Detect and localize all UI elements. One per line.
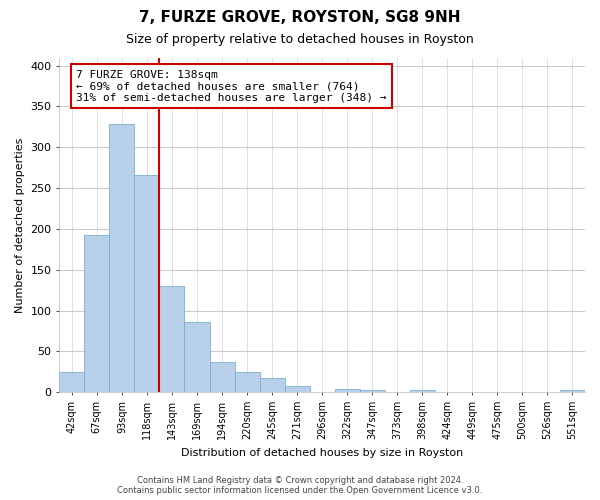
Bar (160, 286, 184, 392)
Bar (260, 378, 284, 392)
Bar (209, 362, 235, 392)
X-axis label: Distribution of detached houses by size in Royston: Distribution of detached houses by size … (181, 448, 463, 458)
Bar (85, 234, 109, 392)
Bar (235, 372, 260, 392)
Text: Contains HM Land Registry data © Crown copyright and database right 2024.
Contai: Contains HM Land Registry data © Crown c… (118, 476, 482, 495)
Bar (560, 390, 585, 392)
Bar (109, 124, 134, 392)
Bar (360, 390, 385, 392)
Y-axis label: Number of detached properties: Number of detached properties (15, 137, 25, 312)
Bar (284, 386, 310, 392)
Bar (335, 389, 360, 392)
Bar (59, 372, 85, 392)
Text: Size of property relative to detached houses in Royston: Size of property relative to detached ho… (126, 32, 474, 46)
Bar (184, 322, 209, 392)
Bar (410, 390, 435, 392)
Bar (134, 175, 160, 392)
Text: 7, FURZE GROVE, ROYSTON, SG8 9NH: 7, FURZE GROVE, ROYSTON, SG8 9NH (139, 10, 461, 25)
Text: 7 FURZE GROVE: 138sqm
← 69% of detached houses are smaller (764)
31% of semi-det: 7 FURZE GROVE: 138sqm ← 69% of detached … (76, 70, 387, 103)
